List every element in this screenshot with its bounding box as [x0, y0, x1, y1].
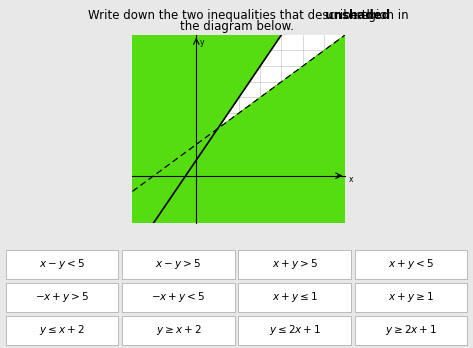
- Text: $-x + y > 5$: $-x + y > 5$: [35, 290, 89, 304]
- Text: y: y: [200, 38, 204, 47]
- Text: the diagram below.: the diagram below.: [180, 19, 293, 33]
- Text: $-x + y < 5$: $-x + y < 5$: [151, 290, 205, 304]
- Text: $y \leq 2x+1$: $y \leq 2x+1$: [269, 323, 321, 338]
- Text: region in: region in: [64, 9, 409, 22]
- Text: $y \leq x+2$: $y \leq x+2$: [39, 323, 85, 338]
- Text: x: x: [349, 175, 353, 184]
- Text: $x - y > 5$: $x - y > 5$: [156, 257, 201, 271]
- Text: $x + y \geq 1$: $x + y \geq 1$: [388, 290, 434, 304]
- Text: $x + y < 5$: $x + y < 5$: [388, 257, 434, 271]
- Text: $x + y > 5$: $x + y > 5$: [272, 257, 317, 271]
- Text: $y \geq x+2$: $y \geq x+2$: [156, 323, 201, 338]
- Text: $y \geq 2x+1$: $y \geq 2x+1$: [385, 323, 437, 338]
- Text: unshaded: unshaded: [82, 9, 391, 22]
- Text: $x + y \leq 1$: $x + y \leq 1$: [272, 290, 317, 304]
- Text: $x - y < 5$: $x - y < 5$: [39, 257, 85, 271]
- Text: Write down the two inequalities that describe the: Write down the two inequalities that des…: [88, 9, 385, 22]
